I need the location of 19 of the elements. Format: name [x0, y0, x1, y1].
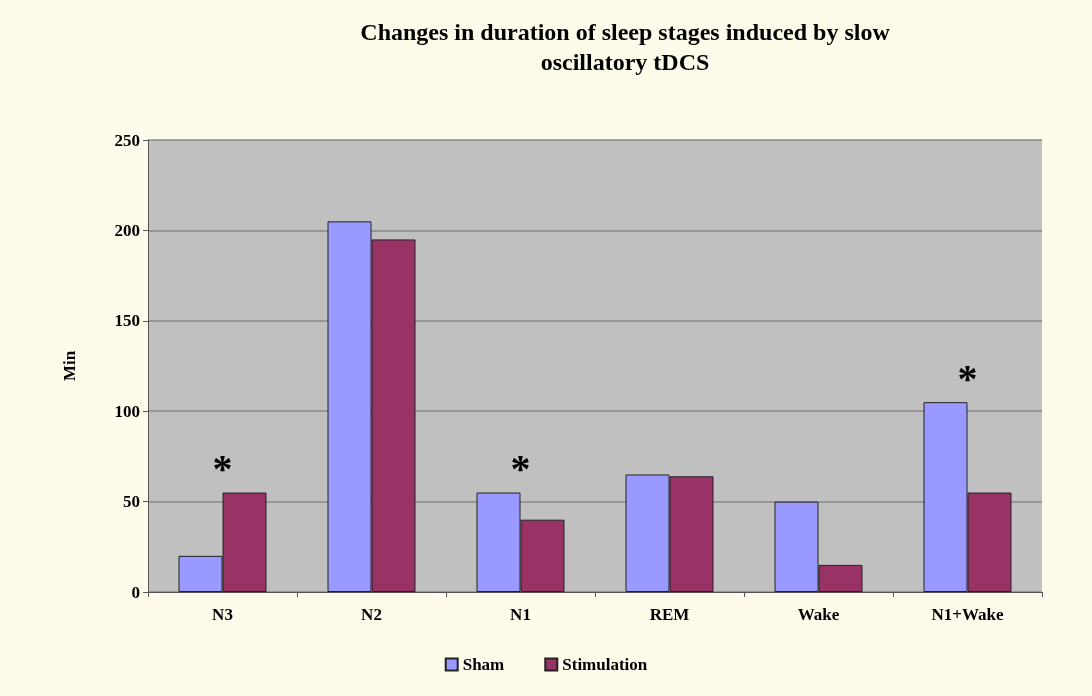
x-tick-label: N3	[212, 605, 233, 624]
y-tick-label: 100	[114, 401, 140, 421]
annotation: *	[510, 446, 531, 492]
y-tick-label: 200	[114, 220, 140, 240]
y-tick-label: 50	[123, 492, 140, 512]
x-tick-label: N1+Wake	[931, 605, 1004, 624]
x-tick-label: N2	[361, 605, 382, 624]
x-tick-label: N1	[510, 605, 531, 624]
x-tick-label: Wake	[797, 605, 840, 624]
y-tick-label: 0	[131, 582, 140, 602]
y-tick-label: 250	[114, 130, 140, 150]
x-tick-label: REM	[649, 605, 690, 624]
annotation: *	[212, 446, 233, 492]
legend-label: Stimulation	[562, 655, 648, 674]
y-tick-label: 150	[114, 311, 140, 331]
chart-title: Changes in duration of sleep stages induced by slow oscillatory tDCS	[360, 19, 891, 75]
legend-label: Sham	[462, 655, 505, 674]
annotation: *	[957, 355, 978, 401]
y-axis-title: Min	[60, 350, 79, 382]
